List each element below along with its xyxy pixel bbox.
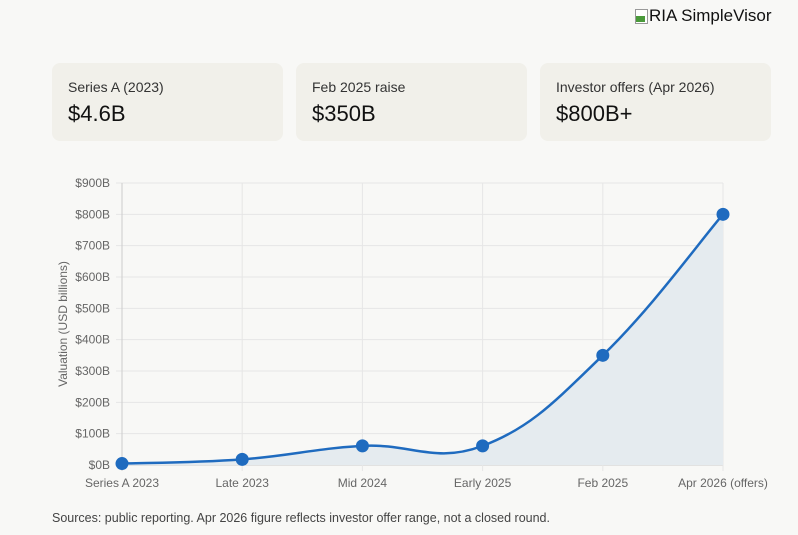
stat-label: Series A (2023) [68, 79, 164, 95]
y-tick-label: $300B [75, 364, 110, 378]
stat-label: Feb 2025 raise [312, 79, 406, 95]
stat-card-investor-offers: Investor offers (Apr 2026) $800B+ [540, 63, 771, 141]
stat-value: $4.6B [68, 101, 126, 126]
stat-value: $800B+ [556, 101, 633, 126]
y-axis-label: Valuation (USD billions) [56, 261, 70, 387]
source-note: Sources: public reporting. Apr 2026 figu… [52, 511, 550, 525]
y-tick-label: $100B [75, 427, 110, 441]
x-tick-label: Apr 2026 (offers) [678, 476, 768, 490]
y-tick-label: $900B [75, 176, 110, 190]
data-point[interactable] [596, 348, 610, 362]
y-tick-label: $500B [75, 301, 110, 315]
y-tick-label: $700B [75, 239, 110, 253]
data-point[interactable] [115, 457, 129, 471]
data-point[interactable] [355, 439, 369, 453]
x-tick-label: Late 2023 [216, 476, 270, 490]
stat-card-series-a: Series A (2023) $4.6B [52, 63, 283, 141]
x-tick-label: Mid 2024 [338, 476, 388, 490]
valuation-chart: $0B $100B $200B $300B $400B $500B $600B $700B $8… [56, 176, 768, 490]
data-point[interactable] [716, 207, 730, 221]
y-tick-label: $400B [75, 333, 110, 347]
x-tick-label: Early 2025 [454, 476, 512, 490]
broken-image-icon [634, 8, 648, 24]
y-tick-label: $200B [75, 395, 110, 409]
data-point[interactable] [235, 452, 249, 466]
stat-value: $350B [312, 101, 376, 126]
area-fill [122, 214, 723, 465]
y-tick-label: $800B [75, 207, 110, 221]
x-tick-label: Feb 2025 [577, 476, 628, 490]
x-tick-label: Series A 2023 [85, 476, 159, 490]
logo[interactable]: RIA SimpleVisor [634, 6, 772, 26]
stat-label: Investor offers (Apr 2026) [556, 79, 715, 95]
y-tick-label: $600B [75, 270, 110, 284]
stat-card-feb-2025: Feb 2025 raise $350B [296, 63, 527, 141]
y-tick-label: $0B [89, 458, 110, 472]
logo-text: RIA SimpleVisor [649, 6, 772, 25]
data-point[interactable] [476, 439, 490, 453]
